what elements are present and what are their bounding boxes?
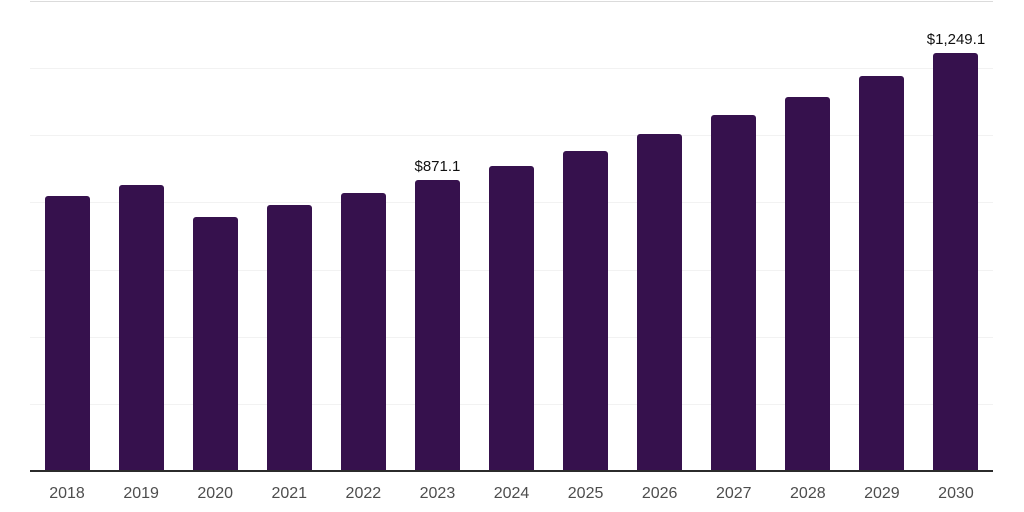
x-tick-label-2028: 2028 xyxy=(790,485,826,502)
bars-row: $871.1 $1,249.1 xyxy=(30,2,993,472)
bar-2022 xyxy=(340,192,386,472)
bar-2023 xyxy=(414,179,460,472)
x-axis-labels: 2018 2019 2020 2021 2022 2023 2024 2025 2026 2027… xyxy=(30,484,993,503)
gridline xyxy=(30,68,993,70)
bar-2029 xyxy=(859,75,905,472)
bar-slot-2028 xyxy=(771,2,845,472)
bar-slot-2024 xyxy=(474,2,548,472)
bar-slot-2025 xyxy=(549,2,623,472)
x-tick-label-2018: 2018 xyxy=(49,485,85,502)
bar-slot-2021 xyxy=(252,2,326,472)
gridline xyxy=(30,135,993,137)
x-tick-label-2024: 2024 xyxy=(493,485,530,502)
x-tick-label-2025: 2025 xyxy=(567,485,604,502)
x-tick-label-2029: 2029 xyxy=(864,485,900,502)
bar-slot-2030: $1,249.1 xyxy=(919,2,993,472)
bar-slot-2019 xyxy=(104,2,178,472)
bar-2030 xyxy=(933,52,979,472)
bar-2019 xyxy=(118,184,164,472)
x-tick-label-2026: 2026 xyxy=(641,485,678,502)
x-tick-label-2030: 2030 xyxy=(938,485,974,502)
bar-2020 xyxy=(192,216,238,472)
bar-2024 xyxy=(489,165,534,472)
value-label-2030: $1,249.1 xyxy=(926,30,986,48)
x-tick-label-2020: 2020 xyxy=(197,485,233,502)
bar-slot-2020 xyxy=(178,2,252,472)
bar-2027 xyxy=(711,115,757,472)
bar-slot-2022 xyxy=(326,2,400,472)
bar-2025 xyxy=(563,150,609,472)
plot-area: $871.1 $1,249.1 xyxy=(30,1,993,472)
x-axis-line xyxy=(30,470,993,472)
bar-2028 xyxy=(785,96,831,472)
bar-2026 xyxy=(637,133,683,472)
x-tick-label-2022: 2022 xyxy=(345,485,382,502)
bar-slot-2023: $871.1 xyxy=(400,2,474,472)
bar-slot-2027 xyxy=(697,2,771,472)
x-tick-label-2021: 2021 xyxy=(271,485,308,502)
x-tick-label-2027: 2027 xyxy=(715,485,752,502)
value-label-2023: $871.1 xyxy=(414,157,461,175)
bar-slot-2018 xyxy=(30,2,104,472)
bar-slot-2026 xyxy=(623,2,697,472)
bar-2018 xyxy=(44,196,90,472)
bar-slot-2029 xyxy=(845,2,919,472)
x-tick-label-2019: 2019 xyxy=(123,485,159,502)
bar-2021 xyxy=(266,204,312,472)
x-tick-label-2023: 2023 xyxy=(419,485,456,502)
